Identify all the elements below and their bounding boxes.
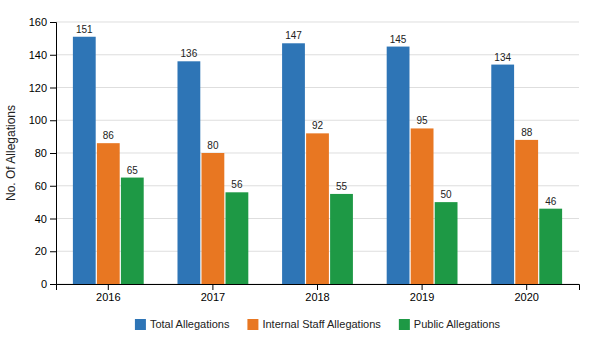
tick-mark — [50, 153, 56, 154]
tick-label: 120 — [29, 82, 47, 94]
bar — [73, 37, 96, 284]
data-label: 145 — [390, 34, 407, 45]
plot: 1511361471451348680929588655655504620162… — [29, 16, 580, 303]
tick-label: 2020 — [514, 291, 538, 303]
tick-mark — [50, 284, 56, 285]
bar — [201, 153, 224, 284]
bar — [435, 202, 458, 284]
tick-mark — [422, 284, 423, 290]
data-label: 151 — [76, 24, 93, 35]
y-axis: 0 20 40 60 80 100 120 140 160 — [29, 16, 57, 290]
data-label: 86 — [103, 130, 115, 141]
data-label: 55 — [336, 181, 348, 192]
legend-swatch — [247, 319, 258, 330]
axis-line — [50, 23, 57, 285]
tick-mark — [50, 88, 56, 89]
y-axis-label: No. Of Allegations — [4, 105, 18, 201]
bar — [97, 143, 120, 284]
x-axis: 2016 2017 2018 2019 2020 — [57, 284, 580, 303]
x-tick: 2017 — [201, 284, 225, 303]
legend-item: Public Allegations — [399, 318, 501, 330]
legend-item: Total Allegations — [135, 318, 230, 330]
data-label: 88 — [521, 127, 533, 138]
bar — [491, 65, 514, 284]
tick-mark — [50, 22, 56, 23]
y-tick: 100 — [29, 114, 56, 126]
y-tick: 140 — [29, 49, 56, 61]
tick-mark — [50, 55, 56, 56]
data-label: 95 — [417, 115, 429, 126]
bar — [387, 47, 410, 284]
tick-mark — [212, 284, 213, 290]
bar — [306, 133, 329, 284]
data-label: 136 — [181, 48, 198, 59]
tick-mark — [50, 186, 56, 187]
legend: Total Allegations Internal Staff Allegati… — [135, 318, 501, 330]
data-label: 56 — [231, 179, 243, 190]
legend-label: Total Allegations — [150, 318, 230, 330]
legend-item: Internal Staff Allegations — [247, 318, 381, 330]
bar — [515, 140, 538, 284]
legend-swatch — [399, 319, 410, 330]
data-label: 80 — [207, 140, 219, 151]
tick-mark — [317, 284, 318, 290]
y-tick: 80 — [35, 147, 56, 159]
bar — [282, 43, 305, 284]
y-tick: 160 — [29, 16, 56, 28]
chart: 1511361471451348680929588655655504620162… — [0, 0, 594, 348]
tick-mark — [50, 120, 56, 121]
tick-label: 2017 — [201, 291, 225, 303]
tick-label: 40 — [35, 213, 47, 225]
legend-label: Internal Staff Allegations — [262, 318, 381, 330]
data-label: 50 — [441, 189, 453, 200]
x-tick: 2019 — [410, 284, 434, 303]
bar — [121, 178, 144, 284]
tick-label: 0 — [41, 278, 47, 290]
y-tick: 60 — [35, 180, 56, 192]
bar — [411, 128, 434, 284]
x-tick: 2020 — [514, 284, 538, 303]
data-label: 92 — [312, 120, 324, 131]
tick-label: 2018 — [305, 291, 329, 303]
data-label: 65 — [127, 165, 139, 176]
tick-label: 20 — [35, 245, 47, 257]
tick-label: 60 — [35, 180, 47, 192]
bar — [226, 192, 249, 284]
data-label: 147 — [285, 30, 302, 41]
bar — [539, 209, 562, 284]
data-label: 134 — [494, 52, 511, 63]
tick-label: 80 — [35, 147, 47, 159]
tick-mark — [526, 284, 527, 290]
tick-mark — [50, 219, 56, 220]
y-tick: 120 — [29, 82, 56, 94]
y-tick: 20 — [35, 245, 56, 257]
bars — [73, 37, 562, 284]
grid — [56, 22, 579, 284]
legend-label: Public Allegations — [414, 318, 501, 330]
grid-line — [56, 22, 579, 23]
x-tick: 2016 — [96, 284, 120, 303]
data-label: 46 — [545, 196, 557, 207]
tick-label: 2016 — [96, 291, 120, 303]
y-tick: 0 — [41, 278, 56, 290]
axis-line — [57, 285, 580, 291]
tick-mark — [108, 284, 109, 290]
tick-label: 160 — [29, 16, 47, 28]
tick-label: 2019 — [410, 291, 434, 303]
data-labels: 151 136 147 145 134 86 80 92 95 88 65 56 55 50 46 — [76, 24, 557, 207]
tick-mark — [50, 251, 56, 252]
bar — [330, 194, 353, 284]
tick-label: 100 — [29, 114, 47, 126]
y-tick: 40 — [35, 213, 56, 225]
bar — [177, 61, 200, 284]
tick-label: 140 — [29, 49, 47, 61]
x-tick: 2018 — [305, 284, 329, 303]
legend-swatch — [135, 319, 146, 330]
